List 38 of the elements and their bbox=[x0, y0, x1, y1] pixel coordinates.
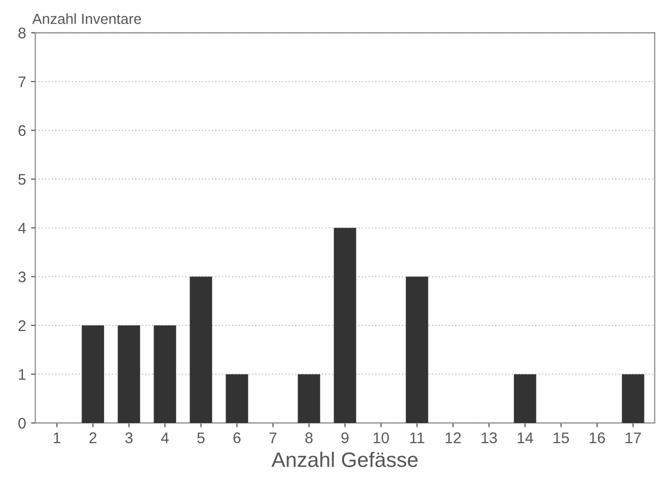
y-tick-label: 6 bbox=[18, 125, 26, 136]
x-tick-label: 15 bbox=[554, 432, 569, 444]
x-tick-label: 11 bbox=[410, 432, 424, 444]
x-tick-label: 8 bbox=[305, 432, 313, 444]
x-tick-label: 10 bbox=[374, 432, 389, 444]
bar bbox=[334, 228, 356, 423]
x-tick-label: 2 bbox=[89, 432, 96, 444]
y-tick-label: 7 bbox=[18, 76, 26, 88]
y-tick-label: 0 bbox=[18, 418, 26, 429]
x-tick-label: 13 bbox=[482, 432, 497, 444]
x-tick-label: 17 bbox=[626, 432, 641, 444]
x-tick-label: 4 bbox=[161, 432, 169, 444]
y-tick-label: 3 bbox=[18, 272, 26, 282]
bar bbox=[514, 374, 536, 423]
x-tick-label: 6 bbox=[233, 432, 241, 444]
x-tick-label: 9 bbox=[341, 432, 349, 444]
bar bbox=[118, 325, 140, 423]
bar bbox=[226, 374, 248, 423]
x-tick-label: 7 bbox=[270, 432, 276, 444]
y-tick-label: 1 bbox=[18, 369, 26, 380]
x-tick-label: 5 bbox=[197, 432, 205, 444]
bar bbox=[154, 325, 176, 423]
y-tick-label: 2 bbox=[18, 320, 26, 331]
x-tick-label: 12 bbox=[446, 432, 461, 444]
x-axis-title: Anzahl Gefässe bbox=[271, 452, 418, 468]
y-tick-label: 4 bbox=[18, 222, 26, 234]
bar bbox=[190, 276, 212, 423]
bar bbox=[82, 325, 104, 423]
x-tick-label: 3 bbox=[125, 432, 132, 444]
bar bbox=[406, 276, 428, 423]
x-tick-label: 16 bbox=[590, 432, 605, 444]
x-tick-label: 14 bbox=[518, 432, 534, 444]
x-tick-label: 1 bbox=[54, 432, 60, 444]
y-tick-label: 8 bbox=[18, 28, 26, 38]
bar bbox=[622, 374, 644, 423]
bar bbox=[298, 374, 320, 423]
y-axis-title: Anzahl Inventare bbox=[32, 13, 141, 24]
y-tick-label: 5 bbox=[18, 174, 26, 185]
